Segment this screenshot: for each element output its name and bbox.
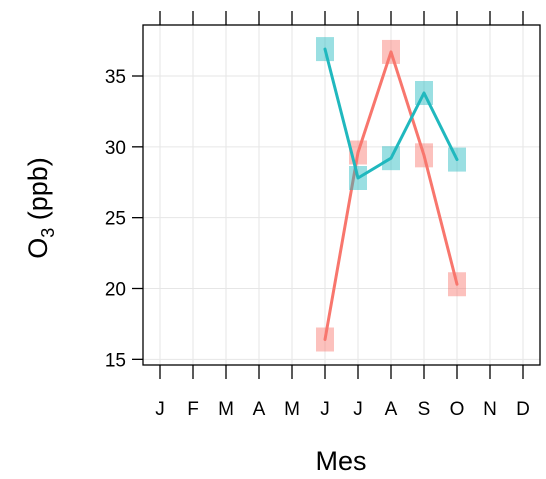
gridlines [143, 25, 540, 365]
y-tick-label: 25 [105, 209, 126, 230]
series-2-line [323, 47, 459, 180]
y-tick-label: 15 [105, 350, 126, 371]
x-tick-label: A [253, 399, 266, 420]
y-axis-label-rest: (ppb) [23, 157, 53, 228]
x-tick-label: A [385, 399, 398, 420]
plot-border [142, 24, 541, 366]
y-axis-label-subscript: 3 [38, 228, 58, 238]
x-axis-label: Mes [315, 446, 366, 476]
y-axis-label-base: O [23, 238, 53, 259]
x-tick-label: D [516, 399, 530, 420]
x-tick-label: O [450, 399, 465, 420]
x-tick-label: M [284, 399, 300, 420]
y-tick-label: 20 [105, 280, 126, 301]
y-tick-label: 35 [105, 67, 126, 88]
y-axis-label: O3 (ppb) [23, 157, 58, 259]
x-tick-label: J [155, 399, 165, 420]
series-1-line [323, 50, 459, 341]
y-tick-label: 30 [105, 138, 126, 159]
data-series [316, 37, 466, 352]
x-tick-label: J [353, 399, 363, 420]
x-tick-label: M [218, 399, 234, 420]
x-tick-label: F [187, 399, 199, 420]
x-tick-label: S [418, 399, 431, 420]
x-tick-label: N [483, 399, 497, 420]
plot-frame [142, 24, 541, 366]
x-tick-label: J [320, 399, 330, 420]
